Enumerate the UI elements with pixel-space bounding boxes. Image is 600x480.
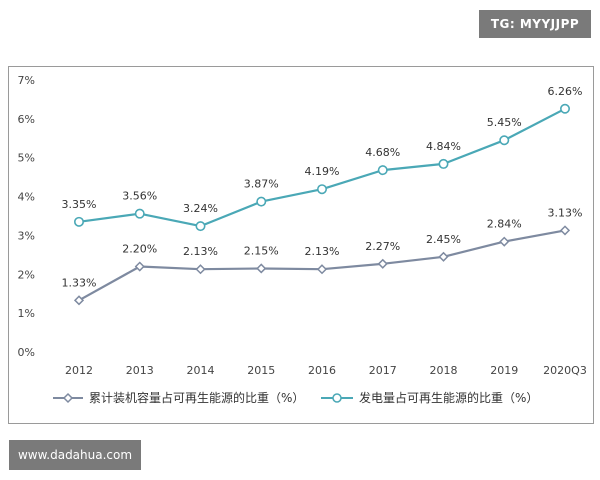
series-1-point-2012	[73, 295, 85, 306]
line-chart: 0% 1% 2% 3% 4% 5% 6% 7% 2012 2013 2014 2015 2016 2017…	[18, 74, 587, 405]
series-1-point-2013	[134, 261, 145, 272]
series-2-data-label-2020Q3: 6.26%	[548, 85, 583, 98]
series-2-point-2016	[316, 184, 327, 195]
series-1-point-2017	[377, 258, 388, 269]
y-tick-label-6: 6%	[18, 113, 35, 126]
y-tick-label-5: 5%	[18, 152, 35, 165]
series-2-data-label-2013: 3.56%	[122, 190, 157, 203]
series-2-point-2020Q3	[559, 103, 570, 114]
y-tick-label-1: 1%	[18, 307, 35, 320]
series-2-data-label-2015: 3.87%	[244, 178, 279, 191]
series-2-point-2019	[499, 135, 510, 146]
series-1-point-2018	[438, 251, 449, 262]
series-2-data-label-2019: 5.45%	[487, 116, 522, 129]
legend-label-series-1: 累计装机容量占可再生能源的比重（%）	[89, 390, 304, 405]
series-2-point-2018	[438, 158, 449, 169]
series-2-point-2013	[134, 208, 145, 219]
series-2-point-2017	[377, 165, 388, 176]
legend-marker-series-2	[332, 393, 342, 403]
series-1-data-label-2017: 2.27%	[365, 240, 400, 253]
series-2-data-label-2016: 4.19%	[305, 165, 340, 178]
series-1-point-2016	[316, 264, 328, 275]
series-1-data-label-2013: 2.20%	[122, 243, 157, 256]
x-tick-label-2019: 2019	[490, 364, 518, 377]
chart-frame: 0% 1% 2% 3% 4% 5% 6% 7% 2012 2013 2014 2015 2016 2017…	[8, 66, 594, 424]
series-2-data-label-2017: 4.68%	[365, 146, 400, 159]
watermark-site-url: www.dadahua.com	[17, 448, 133, 462]
series-2-data-label-2012: 3.35%	[62, 198, 97, 211]
legend-label-series-2: 发电量占可再生能源的比重（%）	[359, 390, 538, 405]
watermark-tg-label: TG: MYYJJPP	[490, 17, 580, 31]
series-1-data-label-2016: 2.13%	[305, 245, 340, 258]
series-1-data-label-2019: 2.84%	[487, 218, 522, 231]
series-1-point-2015	[256, 263, 267, 274]
series-1-data-label-2018: 2.45%	[426, 233, 461, 246]
series-1-data-label-2015: 2.15%	[244, 244, 279, 257]
series-2-point-2015	[256, 196, 267, 207]
x-tick-label-2012: 2012	[65, 364, 93, 377]
y-tick-label-0: 0%	[18, 346, 35, 359]
x-tick-label-2017: 2017	[369, 364, 397, 377]
series-2-data-label-2018: 4.84%	[426, 140, 461, 153]
x-tick-label-2014: 2014	[187, 364, 215, 377]
legend-marker-series-1	[62, 392, 74, 404]
series-2-point-2014	[195, 221, 206, 232]
x-tick-label-2016: 2016	[308, 364, 336, 377]
x-tick-label-2015: 2015	[247, 364, 275, 377]
series-2-data-label-2014: 3.24%	[183, 202, 218, 215]
series-1-point-2019	[499, 236, 510, 247]
series-2-point-2012	[74, 216, 85, 227]
series-1-point-2014	[195, 264, 206, 275]
x-tick-label-2020Q3: 2020Q3	[543, 364, 587, 377]
series-1-data-label-2012: 1.33%	[62, 276, 97, 289]
watermark-tg-badge: TG: MYYJJPP	[479, 10, 591, 38]
x-tick-label-2018: 2018	[430, 364, 458, 377]
x-tick-label-2013: 2013	[126, 364, 154, 377]
series-1-point-2020Q3	[559, 225, 571, 236]
y-tick-label-7: 7%	[18, 74, 35, 87]
series-1-data-label-2014: 2.13%	[183, 245, 218, 258]
watermark-url-badge: www.dadahua.com	[9, 440, 141, 470]
series-1-data-label-2020Q3: 3.13%	[548, 206, 583, 219]
y-tick-label-2: 2%	[18, 268, 35, 281]
y-tick-label-3: 3%	[18, 229, 35, 242]
y-tick-label-4: 4%	[18, 191, 35, 204]
